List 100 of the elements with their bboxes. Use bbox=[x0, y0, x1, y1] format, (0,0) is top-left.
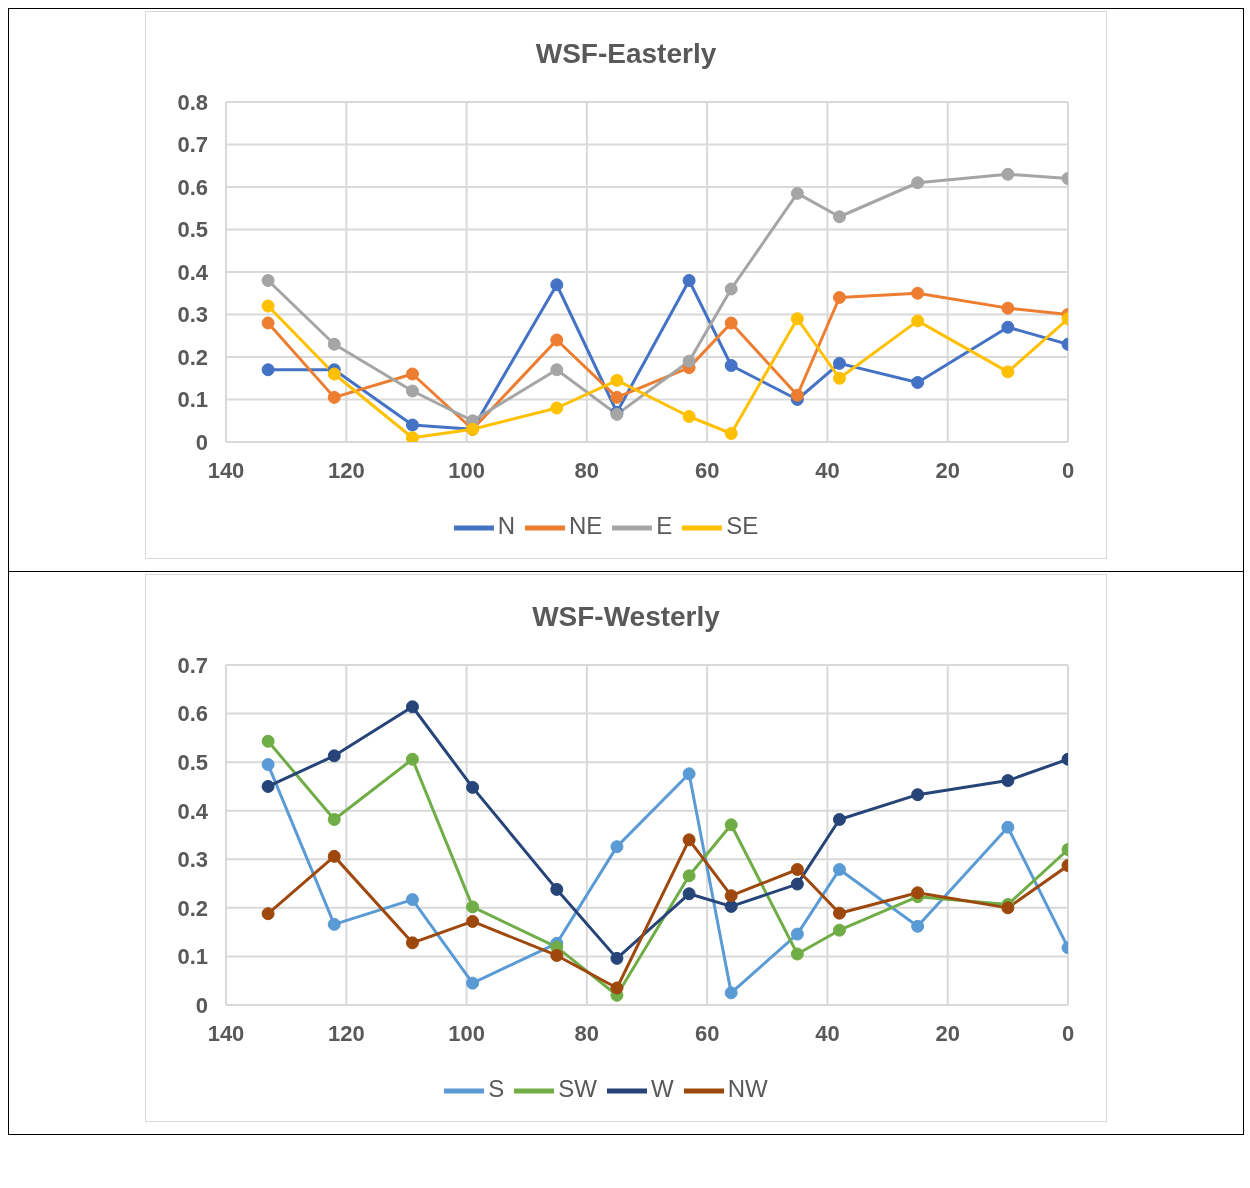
point bbox=[405, 384, 419, 398]
point bbox=[790, 186, 804, 200]
point bbox=[550, 948, 564, 962]
x-tick-label: 120 bbox=[327, 457, 365, 483]
point bbox=[327, 849, 341, 863]
x-tick-label: 0 bbox=[1061, 457, 1075, 483]
point bbox=[724, 899, 738, 913]
x-tick-label: 0 bbox=[1061, 1020, 1075, 1046]
y-tick-label: 0.4 bbox=[177, 259, 209, 285]
point bbox=[790, 388, 804, 402]
y-tick-label: 0.5 bbox=[177, 217, 208, 243]
point bbox=[832, 862, 846, 876]
y-tick-label: 0.7 bbox=[177, 132, 208, 158]
point bbox=[682, 274, 696, 287]
point bbox=[682, 869, 696, 883]
x-tick-label: 40 bbox=[815, 457, 840, 483]
y-tick-label: 0.1 bbox=[177, 387, 208, 413]
point bbox=[790, 877, 804, 891]
point bbox=[261, 274, 275, 287]
legend-label: SE bbox=[726, 512, 759, 540]
point bbox=[261, 734, 275, 748]
point bbox=[610, 951, 624, 965]
point bbox=[1001, 820, 1015, 834]
x-tick-label: 140 bbox=[207, 1020, 245, 1046]
point bbox=[832, 291, 846, 304]
point bbox=[1001, 301, 1015, 315]
point bbox=[610, 373, 624, 387]
legend-label: NW bbox=[727, 1075, 768, 1103]
point bbox=[405, 418, 419, 432]
point bbox=[1001, 774, 1015, 788]
y-tick-label: 0.3 bbox=[177, 302, 208, 328]
point bbox=[405, 936, 419, 950]
point bbox=[405, 367, 419, 381]
point bbox=[911, 886, 925, 900]
point bbox=[790, 312, 804, 326]
legend-label: N bbox=[497, 512, 515, 540]
point bbox=[327, 917, 341, 931]
point bbox=[610, 840, 624, 854]
point bbox=[682, 410, 696, 423]
point bbox=[911, 286, 925, 300]
x-tick-label: 20 bbox=[935, 457, 960, 483]
x-tick-label: 60 bbox=[694, 457, 720, 483]
point bbox=[261, 907, 275, 921]
point bbox=[466, 914, 480, 928]
y-tick-label: 0.8 bbox=[177, 89, 208, 115]
point bbox=[405, 893, 419, 907]
point bbox=[466, 976, 480, 990]
point bbox=[466, 780, 480, 794]
y-tick-label: 0 bbox=[195, 429, 208, 455]
point bbox=[832, 210, 846, 224]
point bbox=[327, 812, 341, 826]
point bbox=[405, 752, 419, 766]
x-tick-label: 80 bbox=[574, 1020, 600, 1046]
x-tick-label: 120 bbox=[327, 1020, 365, 1046]
x-tick-label: 60 bbox=[694, 1020, 720, 1046]
point bbox=[682, 354, 696, 368]
legend-label: E bbox=[656, 512, 673, 540]
point bbox=[466, 900, 480, 914]
legend-label: W bbox=[651, 1075, 674, 1103]
point bbox=[610, 981, 624, 995]
point bbox=[327, 367, 341, 381]
point bbox=[832, 923, 846, 937]
point bbox=[405, 431, 419, 442]
point bbox=[682, 767, 696, 781]
point bbox=[550, 401, 564, 415]
legend-label: SW bbox=[558, 1075, 598, 1103]
x-tick-label: 20 bbox=[935, 1020, 960, 1046]
chart-title: WSF-Easterly bbox=[534, 37, 718, 71]
y-tick-label: 0.2 bbox=[177, 344, 208, 370]
point bbox=[911, 314, 925, 328]
x-tick-label: 100 bbox=[448, 1020, 485, 1046]
point bbox=[724, 427, 738, 440]
point bbox=[724, 889, 738, 903]
point bbox=[832, 356, 846, 370]
y-tick-label: 0.1 bbox=[177, 944, 208, 970]
point bbox=[682, 833, 696, 847]
y-tick-label: 0.6 bbox=[177, 174, 208, 200]
point bbox=[724, 316, 738, 330]
x-tick-label: 40 bbox=[815, 1020, 840, 1046]
point bbox=[724, 986, 738, 1000]
x-tick-label: 100 bbox=[448, 457, 485, 483]
point bbox=[261, 299, 275, 313]
y-tick-label: 0.6 bbox=[177, 701, 208, 727]
point bbox=[790, 862, 804, 876]
point bbox=[911, 176, 925, 190]
point bbox=[327, 749, 341, 763]
point bbox=[327, 390, 341, 404]
point bbox=[911, 788, 925, 802]
point bbox=[550, 278, 564, 292]
x-tick-label: 80 bbox=[574, 457, 600, 483]
point bbox=[724, 282, 738, 296]
point bbox=[832, 812, 846, 826]
point bbox=[261, 779, 275, 793]
legend-label: NE bbox=[568, 512, 603, 540]
point bbox=[1001, 365, 1015, 379]
point bbox=[832, 371, 846, 385]
legend-label: S bbox=[488, 1075, 505, 1103]
point bbox=[724, 818, 738, 832]
point bbox=[832, 906, 846, 920]
point bbox=[261, 758, 275, 772]
